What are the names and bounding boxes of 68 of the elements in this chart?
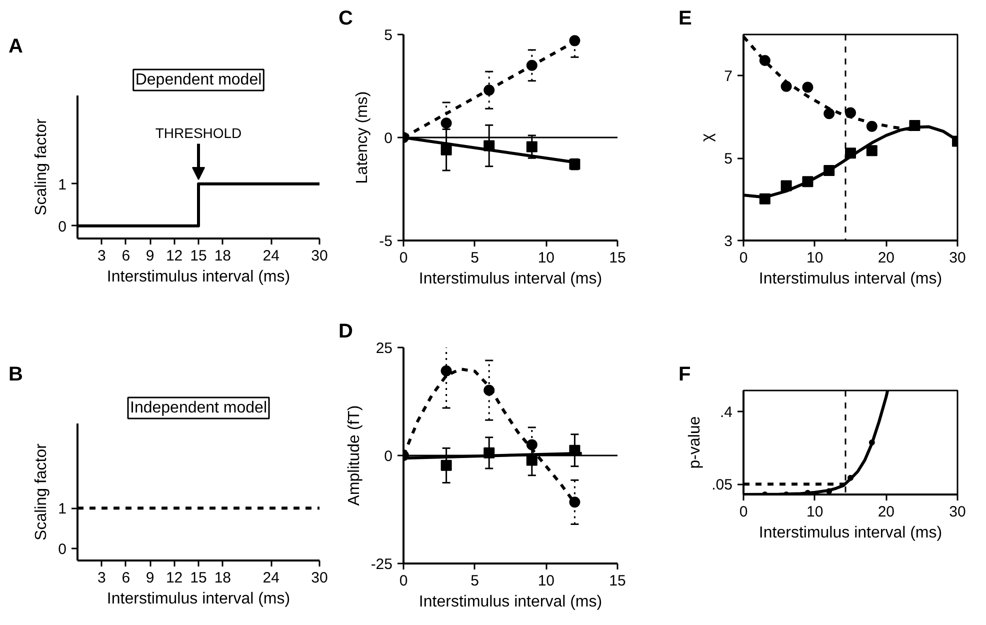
x-tick-label: 30 (949, 504, 966, 520)
x-tick-label: 24 (262, 570, 280, 586)
x-tick-label: 20 (878, 250, 895, 266)
x-tick-label: 9 (146, 248, 154, 264)
x-tick-label: 3 (98, 570, 106, 586)
chart-subtitle: Independent model (130, 400, 267, 416)
x-axis-title: Interstimulus interval (ms) (758, 270, 942, 288)
x-tick-label: 18 (214, 570, 232, 586)
y-axis-title: Scaling factor (33, 118, 50, 216)
chart-title: A (8, 36, 23, 58)
y-tick-label: 1 (58, 176, 66, 194)
x-tick-label: 20 (878, 504, 895, 520)
x-tick-label: 6 (122, 248, 130, 264)
x-tick-label: 15 (609, 250, 626, 266)
x-axis-title: Interstimulus interval (ms) (106, 590, 290, 608)
y-tick-label: 5 (384, 27, 392, 44)
x-axis-title: Interstimulus interval (ms) (418, 270, 602, 288)
x-tick-label: 10 (538, 250, 555, 266)
y-tick-label: 3 (724, 233, 732, 250)
chart-title: C (338, 8, 353, 30)
chart-title: E (678, 8, 692, 30)
x-tick-label: 12 (166, 570, 183, 586)
y-tick-label: 1 (58, 500, 66, 518)
x-tick-label: 10 (538, 572, 555, 590)
y-tick-label: 0 (384, 448, 392, 465)
x-tick-label: 5 (470, 250, 480, 266)
chart-subtitle: Dependent model (135, 72, 262, 88)
y-tick-label: .4 (720, 404, 733, 421)
x-tick-label: 0 (739, 504, 748, 520)
x-tick-label: 6 (122, 570, 130, 586)
x-tick-label: 15 (190, 248, 207, 264)
x-tick-label: 30 (311, 570, 328, 586)
x-tick-label: 9 (146, 570, 154, 586)
x-tick-label: 12 (166, 248, 183, 264)
x-tick-label: 0 (739, 250, 748, 266)
y-tick-label: 7 (724, 68, 732, 86)
y-tick-label: 0 (58, 540, 66, 558)
x-tick-label: 18 (214, 248, 232, 264)
y-axis-title: Amplitude (fT) (346, 405, 363, 506)
x-tick-label: 5 (470, 572, 480, 590)
annotation: THRESHOLD (155, 124, 242, 141)
x-tick-label: 3 (98, 248, 106, 264)
x-axis-title: Interstimulus interval (ms) (418, 594, 602, 610)
x-tick-label: 30 (949, 250, 966, 266)
x-tick-label: 0 (399, 572, 408, 590)
x-tick-label: 0 (399, 250, 408, 266)
y-axis-title: Scaling factor (33, 442, 50, 540)
chart-title: D (338, 320, 353, 342)
y-tick-label: -5 (379, 233, 393, 250)
y-tick-label: -25 (370, 556, 393, 573)
x-axis-title: Interstimulus interval (ms) (106, 268, 290, 286)
y-tick-label: 0 (58, 218, 66, 236)
x-tick-label: 10 (806, 250, 824, 266)
y-tick-label: 25 (376, 340, 393, 357)
y-tick-label: 0 (384, 130, 392, 147)
y-tick-label: .05 (712, 476, 733, 494)
chart-title: B (8, 364, 23, 386)
y-axis-title: Latency (ms) (354, 91, 372, 184)
x-axis-title: Interstimulus interval (ms) (758, 524, 942, 542)
x-tick-label: 30 (311, 248, 328, 264)
y-tick-label: 5 (724, 150, 732, 168)
chart-title: F (678, 364, 691, 386)
x-tick-label: 15 (190, 570, 207, 586)
y-axis-title: χ (699, 132, 716, 142)
x-tick-label: 15 (609, 572, 626, 590)
x-tick-label: 10 (806, 504, 824, 520)
x-tick-label: 24 (262, 248, 280, 264)
y-axis-title: p-value (686, 416, 704, 469)
